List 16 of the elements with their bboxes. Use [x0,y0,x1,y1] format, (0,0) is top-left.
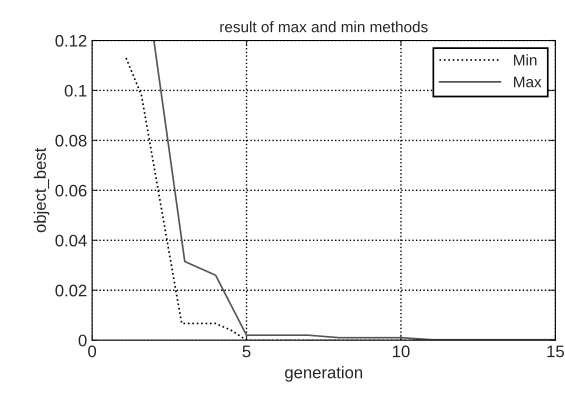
x-tick-label: 10 [392,346,410,358]
y-axis-title: object_best [34,148,50,232]
y-tick-label: 0.04 [55,234,87,247]
x-tick-label: 5 [242,346,250,358]
y-tick-label: 0 [78,334,87,346]
x-tick-label: 0 [88,346,96,358]
y-tick-label: 0.12 [55,34,86,47]
x-tick-label: 15 [547,346,564,358]
y-tick-label: 0.08 [55,134,87,147]
legend-label: Min [514,54,536,66]
y-tick-label: 0.02 [55,284,86,296]
chart-title: result of max and min methods [220,21,428,32]
x-axis-title: generation [285,366,362,382]
y-tick-label: 0.06 [55,184,87,197]
y-tick-label: 0.1 [64,84,86,97]
legend-label: Max [514,76,542,88]
